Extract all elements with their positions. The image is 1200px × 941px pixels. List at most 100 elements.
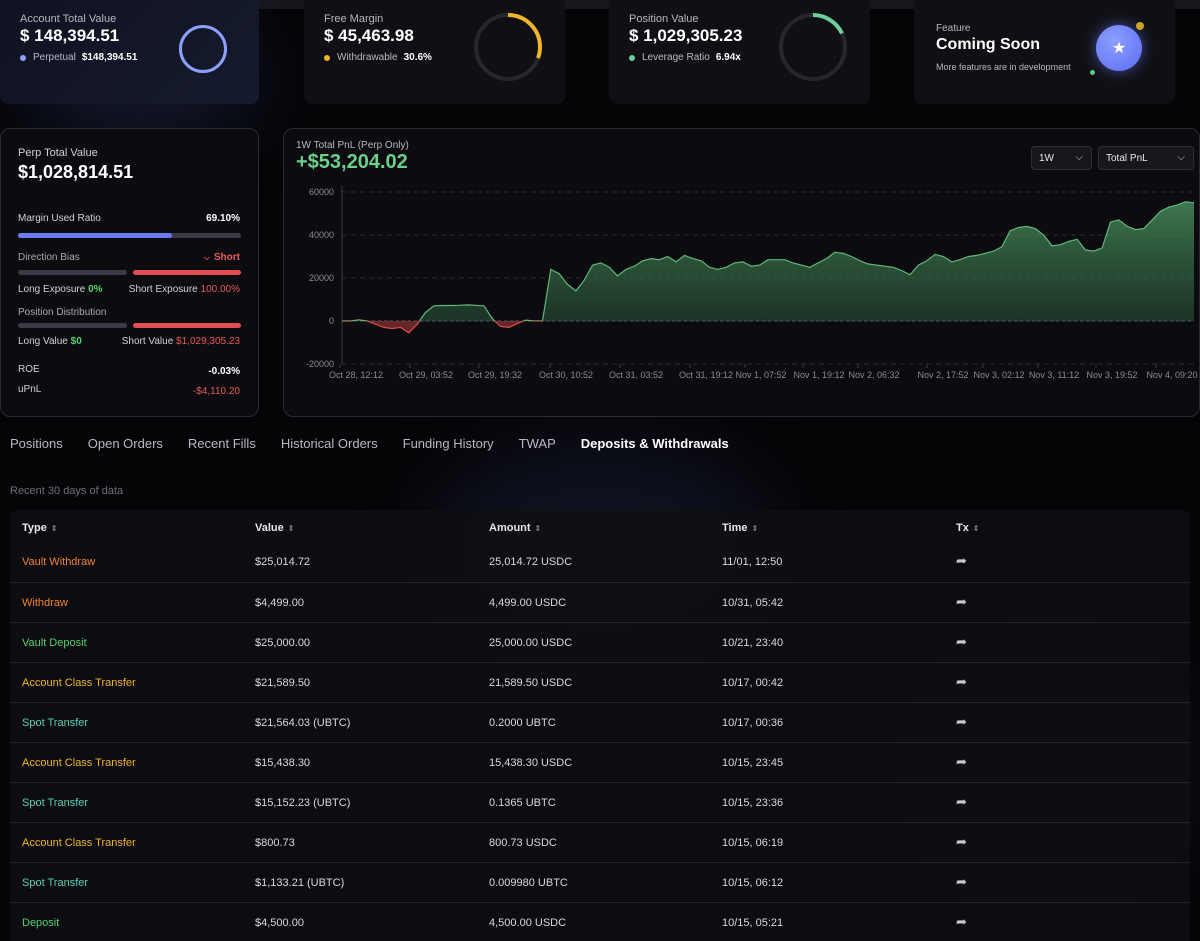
- tx-link-icon[interactable]: ➦: [956, 674, 967, 689]
- short-exposure-value: 100.00%: [200, 284, 240, 295]
- row-time: 10/15, 23:45: [722, 757, 784, 769]
- row-type: Account Class Transfer: [22, 757, 136, 769]
- long-value-value: $0: [70, 336, 82, 347]
- row-value: $15,438.30: [255, 757, 311, 769]
- sort-icon: ⇕: [287, 524, 295, 533]
- position-value-value: $ 1,029,305.23: [629, 26, 743, 45]
- period-select-value: 1W: [1039, 152, 1054, 164]
- chevron-down-icon: ⌵: [1177, 152, 1185, 163]
- upnl-label: uPnL: [18, 384, 42, 395]
- tab-deposits-withdrawals[interactable]: Deposits & Withdrawals: [580, 436, 729, 451]
- position-value-label: Position Value: [629, 13, 699, 25]
- row-amount: 0.2000 UBTC: [489, 717, 556, 729]
- short-value-label: Short Value: [121, 336, 174, 347]
- x-tick-label: Nov 3, 02:12: [973, 370, 1024, 380]
- y-tick-label: 0: [329, 316, 334, 326]
- pnl-chart-card: 1W Total PnL (Perp Only) +$53,204.02 1W …: [283, 128, 1200, 417]
- pnl-line-positive: [342, 201, 1195, 321]
- row-value: $25,000.00: [255, 637, 311, 649]
- row-value: $25,014.72: [255, 556, 311, 568]
- tx-link-icon[interactable]: ➦: [956, 714, 967, 729]
- row-value: $4,500.00: [255, 917, 304, 929]
- sort-icon: ⇕: [50, 524, 58, 533]
- row-amount: 0.009980 UBTC: [489, 877, 568, 889]
- tab-historical-orders[interactable]: Historical Orders: [280, 436, 378, 451]
- decor-dot-icon: [1136, 22, 1144, 30]
- tx-link-icon[interactable]: ➦: [956, 634, 967, 649]
- tx-link-icon[interactable]: ➦: [956, 553, 967, 568]
- position-ring-icon: [779, 13, 847, 81]
- upnl-value: -$4,110.20: [192, 386, 240, 397]
- row-type: Spot Transfer: [22, 877, 89, 889]
- free-margin-card: Free Margin $ 45,463.98 Withdrawable 30.…: [304, 0, 565, 104]
- row-type: Withdraw: [22, 597, 68, 609]
- row-amount: 21,589.50 USDC: [489, 677, 573, 689]
- long-value: Long Value $0: [18, 336, 82, 347]
- row-value: $4,499.00: [255, 597, 304, 609]
- perp-total-label: Perp Total Value: [18, 147, 98, 159]
- x-tick-label: Oct 31, 03:52: [609, 370, 663, 380]
- header-tx[interactable]: Tx ⇕: [956, 522, 980, 534]
- row-value: $21,589.50: [255, 677, 311, 689]
- short-exposure-label: Short Exposure: [128, 284, 198, 295]
- long-exposure-value: 0%: [88, 284, 103, 295]
- row-amount: 4,500.00 USDC: [489, 917, 567, 929]
- row-type: Account Class Transfer: [22, 837, 136, 849]
- x-tick-label: Nov 1, 19:12: [793, 370, 844, 380]
- header-type[interactable]: Type ⇕: [22, 522, 58, 534]
- row-amount: 15,438.30 USDC: [489, 757, 573, 769]
- tab-open-orders[interactable]: Open Orders: [87, 436, 163, 451]
- long-value-label: Long Value: [18, 336, 68, 347]
- header-time-label: Time: [722, 522, 748, 534]
- margin-sub: Withdrawable 30.6%: [324, 52, 432, 63]
- row-amount: 0.1365 UBTC: [489, 797, 556, 809]
- feature-card: Feature Coming Soon More features are in…: [914, 0, 1175, 104]
- tab-positions[interactable]: Positions: [10, 436, 63, 451]
- perp-total-value: $1,028,814.51: [18, 162, 134, 182]
- row-time: 10/15, 23:36: [722, 797, 784, 809]
- row-time: 10/15, 06:12: [722, 877, 784, 889]
- position-sub: Leverage Ratio 6.94x: [629, 52, 741, 63]
- row-value: $21,564.03 (UBTC): [255, 717, 351, 729]
- metric-select[interactable]: Total PnL ⌵: [1098, 146, 1194, 170]
- header-time[interactable]: Time ⇕: [722, 522, 758, 534]
- margin-used-bar: [18, 233, 241, 238]
- sort-icon: ⇕: [751, 524, 759, 533]
- sort-icon: ⇕: [534, 524, 542, 533]
- y-tick-label: 40000: [309, 230, 334, 240]
- free-margin-value: $ 45,463.98: [324, 26, 414, 45]
- x-tick-label: Nov 2, 17:52: [917, 370, 968, 380]
- header-amount[interactable]: Amount ⇕: [489, 522, 541, 534]
- x-tick-label: Oct 29, 19:32: [468, 370, 522, 380]
- tab-recent-fills[interactable]: Recent Fills: [187, 436, 256, 451]
- account-total-label: Account Total Value: [20, 13, 117, 25]
- period-select[interactable]: 1W ⌵: [1031, 146, 1092, 170]
- metric-select-value: Total PnL: [1106, 152, 1148, 164]
- leverage-dot-icon: [629, 54, 635, 61]
- chart-subtitle: 1W Total PnL (Perp Only): [296, 140, 409, 151]
- account-ring-icon: [179, 25, 227, 73]
- account-total-card: Account Total Value $ 148,394.51 Perpetu…: [0, 0, 259, 104]
- header-value[interactable]: Value ⇕: [255, 522, 294, 534]
- margin-ring-progress: [474, 13, 542, 81]
- table-row: Spot Transfer $15,152.23 (UBTC) 0.1365 U…: [10, 782, 1190, 822]
- account-sub: Perpetual $148,394.51: [20, 52, 137, 63]
- row-type: Vault Withdraw: [22, 556, 96, 568]
- tab-funding-history[interactable]: Funding History: [402, 436, 494, 451]
- x-tick-label: Nov 3, 19:52: [1086, 370, 1137, 380]
- tx-link-icon[interactable]: ➦: [956, 754, 967, 769]
- table-header: Type ⇕ Value ⇕ Amount ⇕ Time ⇕ Tx ⇕: [10, 510, 1190, 546]
- tx-link-icon[interactable]: ➦: [956, 834, 967, 849]
- tab-twap[interactable]: TWAP: [518, 436, 556, 451]
- y-tick-label: 20000: [309, 273, 334, 283]
- long-exposure-bar: [18, 270, 127, 275]
- pnl-area-positive: [342, 201, 1194, 321]
- tx-link-icon[interactable]: ➦: [956, 594, 967, 609]
- long-exposure: Long Exposure 0%: [18, 284, 103, 295]
- row-value: $15,152.23 (UBTC): [255, 797, 351, 809]
- row-time: 10/21, 23:40: [722, 637, 784, 649]
- tx-link-icon[interactable]: ➦: [956, 794, 967, 809]
- tx-link-icon[interactable]: ➦: [956, 914, 967, 929]
- tx-link-icon[interactable]: ➦: [956, 874, 967, 889]
- direction-bias-label: Direction Bias: [18, 252, 80, 263]
